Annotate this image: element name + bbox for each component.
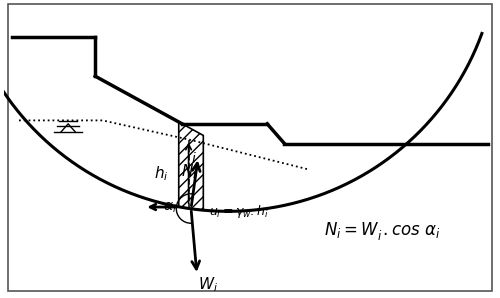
Text: $N_i$: $N_i$ xyxy=(181,162,198,181)
Text: $h_i$: $h_i$ xyxy=(154,165,169,183)
Text: $\alpha_i$: $\alpha_i$ xyxy=(163,200,177,215)
Polygon shape xyxy=(178,122,204,210)
Text: $i$: $i$ xyxy=(190,151,196,166)
Text: $N_i = W_i^{\ } .cos\ \alpha_i$: $N_i = W_i^{\ } .cos\ \alpha_i$ xyxy=(324,220,440,242)
Text: $W_i$: $W_i$ xyxy=(198,275,218,294)
Text: $u_i= \gamma_w .h_i$: $u_i= \gamma_w .h_i$ xyxy=(209,204,269,221)
